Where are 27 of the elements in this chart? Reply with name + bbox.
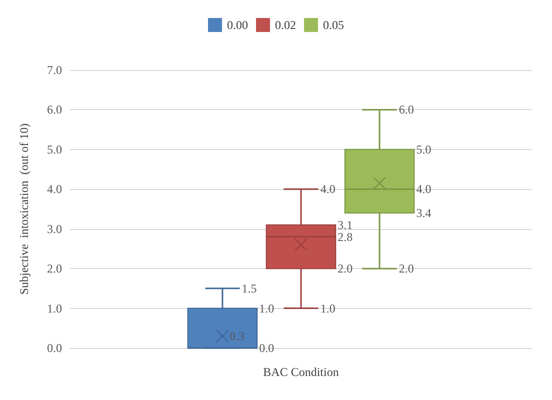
y-tick-label: 3.0 [47, 222, 62, 236]
legend-label: 0.05 [323, 18, 344, 32]
y-tick-label: 2.0 [47, 262, 62, 276]
y-tick-label: 0.0 [47, 341, 62, 355]
text: 6.0 [398, 102, 414, 117]
text: 1.5 [242, 281, 257, 296]
y-tick-label: 5.0 [47, 142, 62, 156]
y-tick-label: 6.0 [47, 102, 62, 117]
text: 0.0 [259, 341, 274, 355]
text: 4.0 [320, 182, 336, 196]
text: 2.0 [338, 262, 353, 276]
legend-label: 0.00 [227, 18, 248, 32]
text: 3.4 [416, 206, 432, 220]
text: 3.1 [338, 218, 353, 232]
text: 4.0 [416, 182, 432, 196]
legend-label: 0.02 [275, 18, 296, 32]
y-axis-title: Subjective intoxication (out of 10) [17, 123, 31, 295]
text: 1.0 [320, 301, 336, 316]
y-tick-label: 1.0 [47, 301, 62, 316]
text: 2.0 [398, 262, 414, 276]
text: 0.3 [229, 329, 244, 344]
y-tick-label: 4.0 [47, 182, 62, 196]
text: 5.0 [416, 142, 432, 156]
x-axis-title: BAC Condition [263, 365, 339, 379]
y-tick-label: 7.0 [47, 63, 62, 77]
text: 1.0 [259, 301, 274, 316]
text: 2.8 [338, 230, 353, 244]
